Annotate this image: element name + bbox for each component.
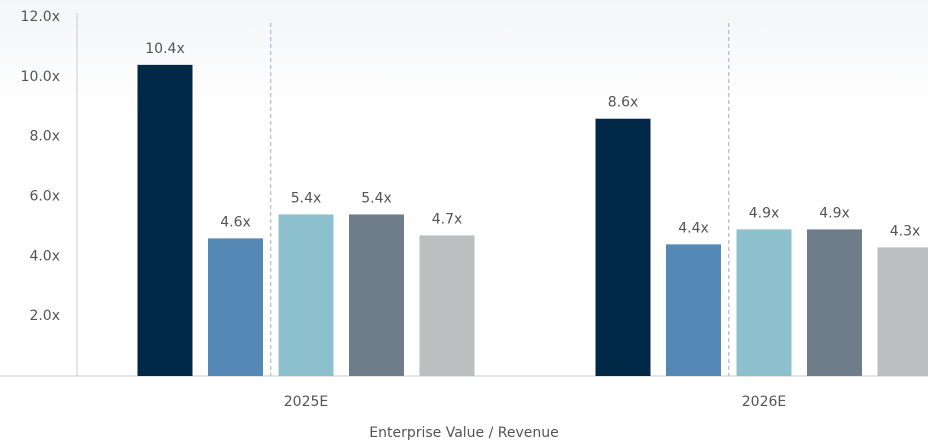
value-label: 5.4x	[361, 190, 392, 206]
x-tick-label: 2025E	[284, 394, 328, 410]
value-label: 4.4x	[678, 220, 709, 236]
bar	[419, 235, 475, 376]
value-label: 4.9x	[819, 205, 850, 221]
y-tick-label: 12.0x	[21, 9, 60, 25]
value-label: 4.3x	[890, 223, 921, 239]
value-label: 5.4x	[291, 190, 322, 206]
bar	[208, 238, 263, 376]
value-label: 10.4x	[145, 41, 184, 57]
y-tick-label: 6.0x	[29, 189, 60, 205]
x-tick-label: 2026E	[742, 394, 786, 410]
y-tick-label: 4.0x	[29, 248, 60, 264]
bar	[807, 229, 862, 376]
y-tick-label: 2.0x	[29, 308, 60, 324]
bar	[278, 214, 334, 376]
value-label: 4.7x	[432, 211, 463, 227]
bar	[877, 247, 928, 376]
y-tick-label: 8.0x	[29, 129, 60, 145]
bar	[666, 244, 721, 376]
bar	[736, 229, 792, 376]
bar	[349, 214, 404, 376]
value-label: 8.6x	[608, 95, 639, 111]
bar	[595, 118, 651, 376]
bar	[137, 64, 193, 376]
value-label: 4.9x	[749, 205, 780, 221]
x-axis-label: Enterprise Value / Revenue	[369, 425, 559, 441]
value-label: 4.6x	[220, 214, 251, 230]
y-tick-label: 10.0x	[21, 69, 60, 85]
